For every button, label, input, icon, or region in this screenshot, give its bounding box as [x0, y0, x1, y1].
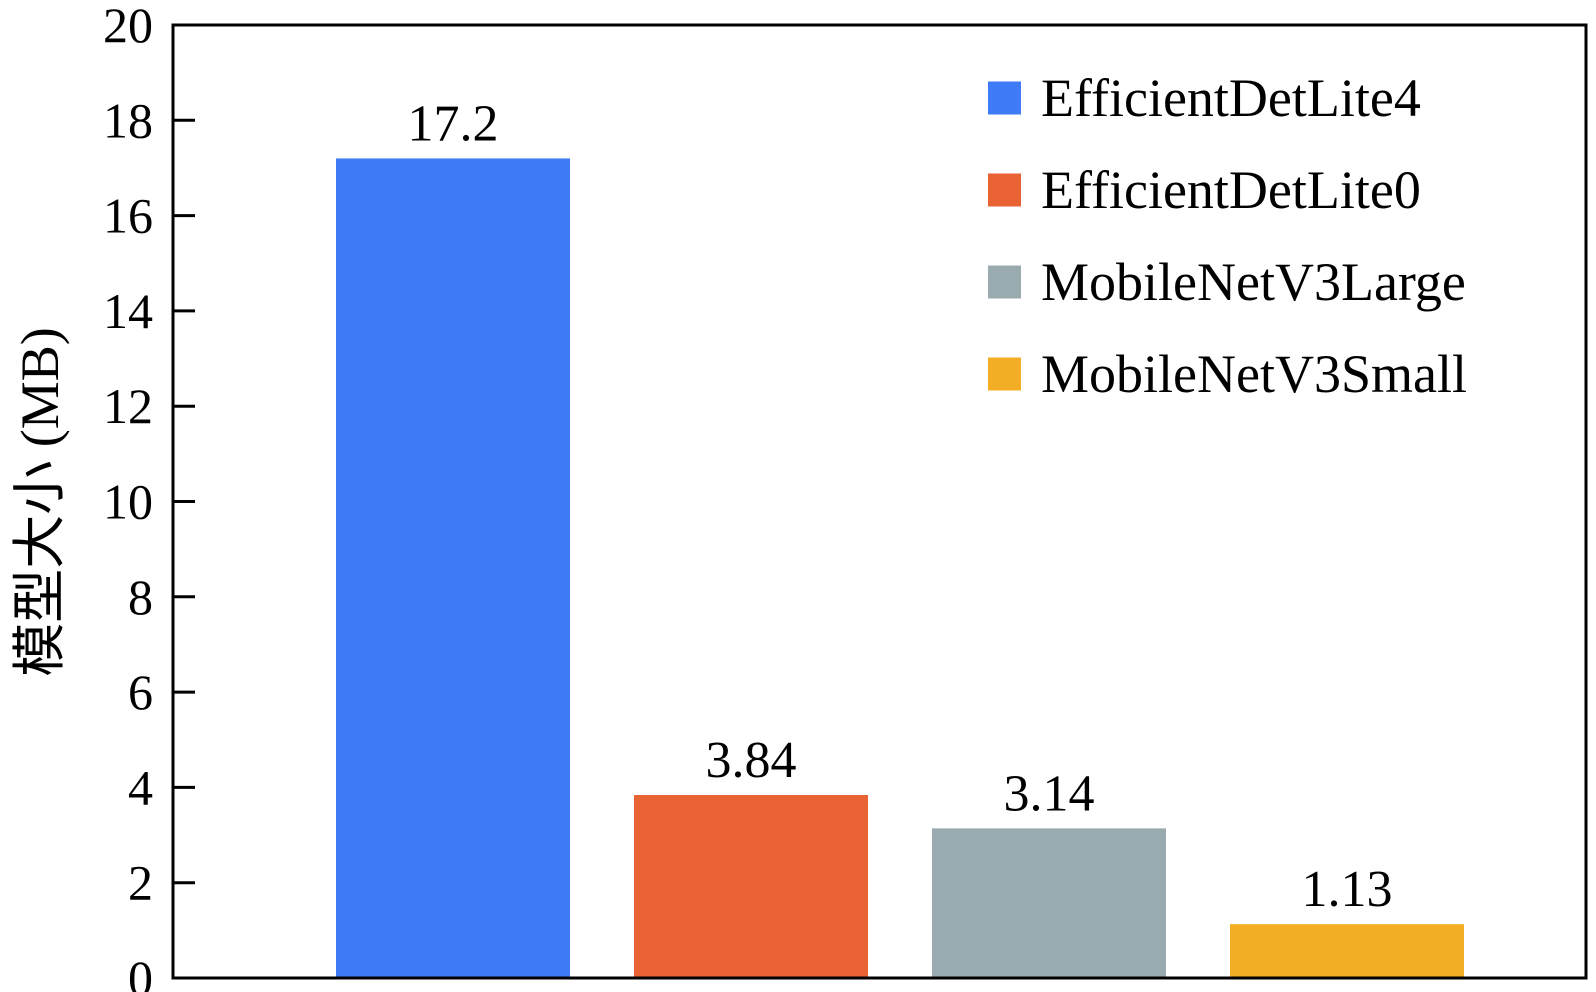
bars: [336, 158, 1464, 979]
data-labels: 17.2 3.84 3.14 1.13: [408, 95, 1393, 918]
legend-swatch: [988, 81, 1021, 115]
y-tick-label: 8: [128, 569, 153, 625]
plot-frame: [171, 23, 1588, 980]
y-tick-label: 2: [128, 855, 153, 911]
legend-swatch: [988, 357, 1021, 391]
bar-efficientdetlite0: [634, 795, 868, 978]
y-tick-label: 18: [103, 92, 153, 148]
y-tick-label: 14: [103, 283, 153, 339]
legend-label: EfficientDetLite0: [1041, 160, 1421, 220]
y-tick-label: 16: [103, 188, 153, 244]
y-tick-label: 6: [128, 664, 153, 720]
legend-label: MobileNetV3Small: [1041, 344, 1467, 404]
y-axis-title: 模型大小 (MB): [10, 327, 70, 677]
data-label: 1.13: [1302, 861, 1393, 918]
y-axis: 0 2 4 6 8 10 12 14 16 18 20: [103, 0, 195, 992]
bar-mobilenetv3large: [932, 828, 1166, 978]
legend-label: EfficientDetLite4: [1041, 68, 1421, 128]
data-label: 3.84: [706, 732, 797, 789]
legend-swatch: [988, 265, 1021, 299]
data-label: 17.2: [408, 95, 499, 152]
legend-swatch: [988, 173, 1021, 207]
y-tick-label: 10: [103, 474, 153, 530]
legend: EfficientDetLite4 EfficientDetLite0 Mobile…: [988, 68, 1467, 404]
data-label: 3.14: [1004, 765, 1095, 822]
y-tick-label: 20: [103, 0, 153, 53]
bar-efficientdetlite4: [336, 158, 570, 979]
y-tick-label: 4: [128, 759, 153, 815]
y-tick-label: 12: [103, 378, 153, 434]
bar-mobilenetv3small: [1230, 924, 1464, 978]
y-tick-label: 0: [128, 950, 153, 992]
legend-label: MobileNetV3Large: [1041, 252, 1466, 312]
